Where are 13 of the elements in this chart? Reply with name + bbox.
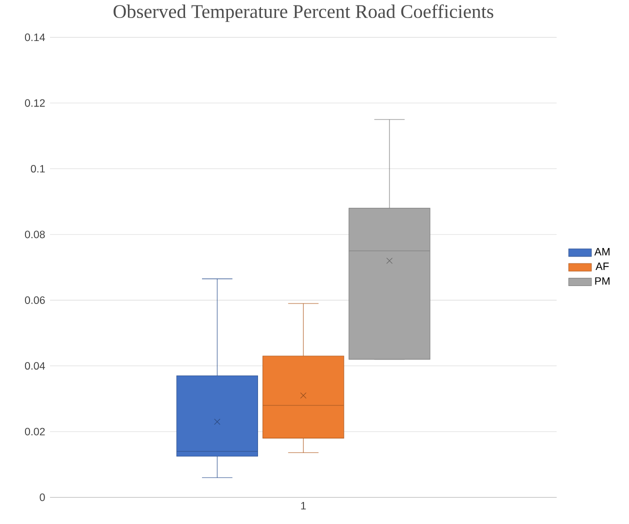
y-tick-label: 0.14 [24,34,45,42]
legend-label: AM [594,248,610,256]
y-tick-label: 0.06 [24,296,45,304]
y-tick-label: 0.1 [30,164,45,173]
legend-label: AF [596,262,609,270]
y-tick-label: 0 [40,494,45,502]
y-tick-label: 0.12 [24,99,45,107]
x-tick-label: 1 [301,502,306,510]
chart-title: Observed Temperature Percent Road Coefficients [114,4,494,22]
legend-label: PM [595,277,610,285]
y-tick-label: 0.08 [24,230,45,238]
y-tick-label: 0.02 [24,428,45,436]
y-tick-label: 0.04 [24,362,45,370]
